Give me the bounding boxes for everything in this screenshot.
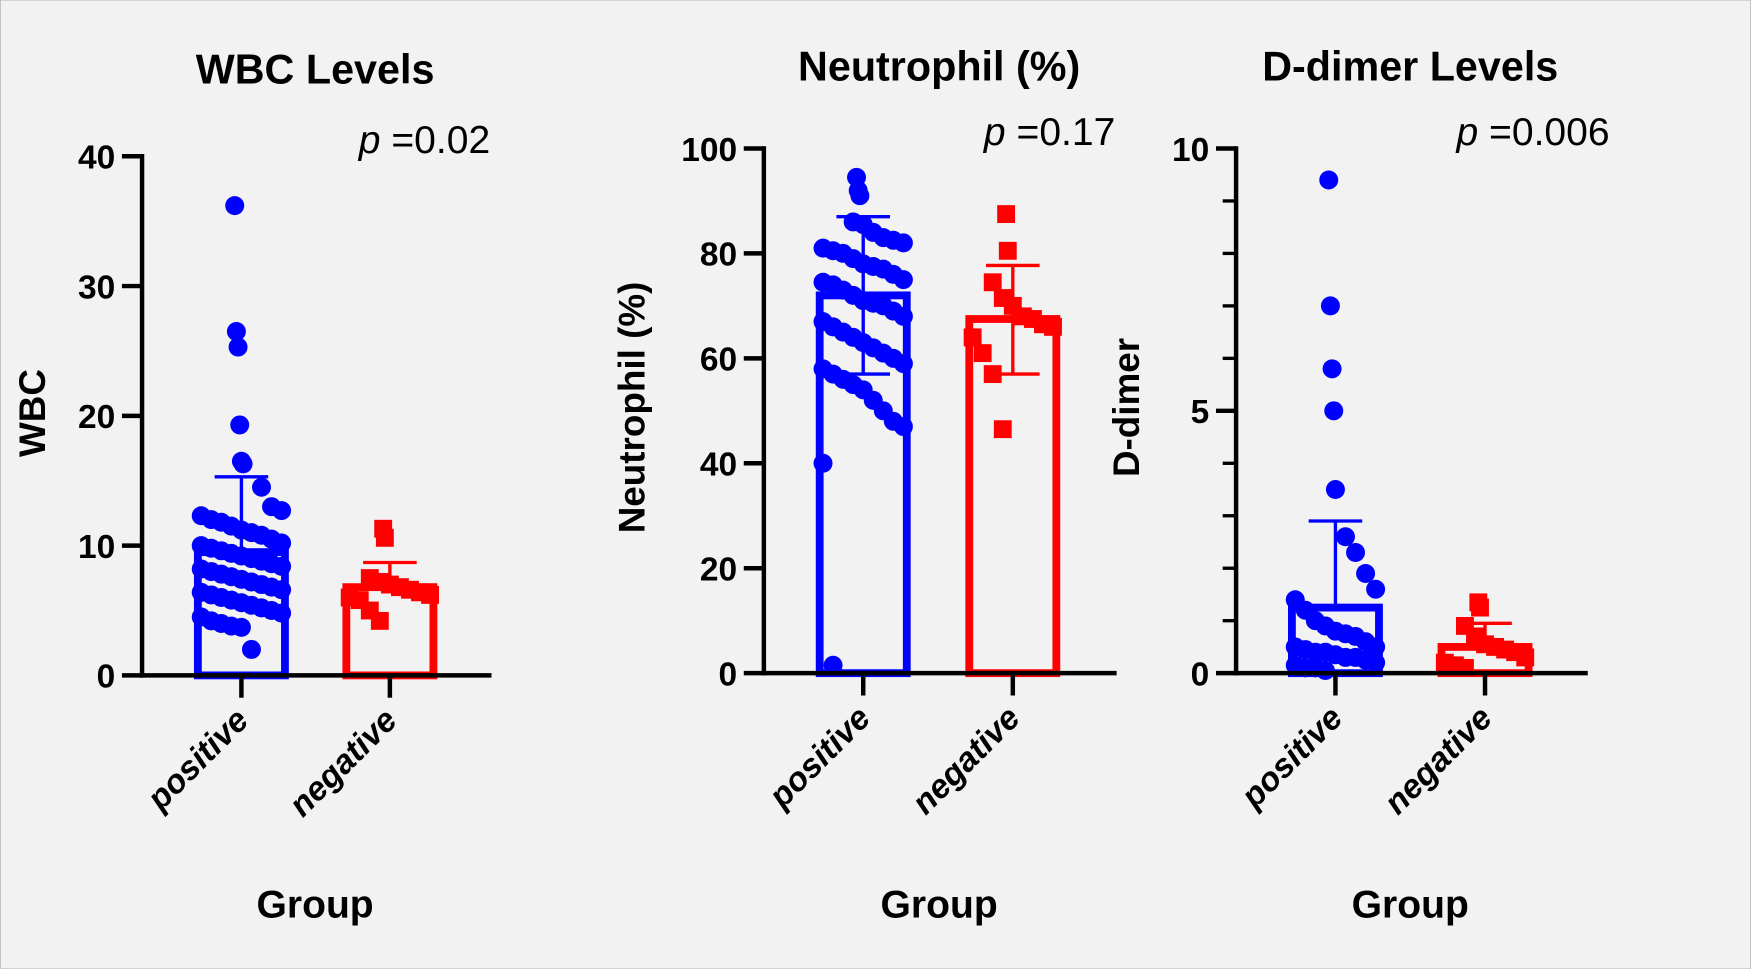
y-tick-label: 0	[718, 656, 737, 693]
p-value-annotation: p =0.17	[983, 111, 1115, 154]
data-point-positive	[1366, 637, 1386, 657]
x-axis-label: Group	[257, 884, 374, 927]
data-point-negative	[983, 273, 1002, 292]
data-point-positive	[231, 617, 251, 637]
p-value: =0.17	[1006, 111, 1116, 154]
data-point-positive	[1320, 296, 1340, 316]
y-tick-label: 40	[78, 140, 115, 177]
y-tick-label: 20	[78, 399, 115, 436]
data-point-positive	[1325, 480, 1345, 500]
data-point-positive	[1319, 170, 1339, 190]
data-point-positive	[225, 196, 245, 216]
p-value: =0.02	[381, 119, 491, 162]
data-point-positive	[272, 603, 292, 623]
chart-title: WBC Levels	[196, 47, 435, 93]
data-point-negative	[993, 420, 1012, 439]
data-point-negative	[370, 611, 389, 630]
data-point-negative	[997, 205, 1016, 223]
data-point-positive	[1315, 661, 1335, 681]
data-point-positive	[1322, 359, 1342, 379]
y-tick-label: 0	[97, 659, 116, 696]
p-symbol: p	[358, 119, 381, 162]
data-point-negative	[963, 328, 982, 347]
y-tick-label: 40	[700, 447, 737, 484]
p-value-annotation: p =0.006	[1455, 111, 1609, 154]
y-tick-label: 10	[1172, 132, 1209, 169]
y-axis-label: Neutrophil (%)	[611, 282, 652, 534]
chart-title: D-dimer Levels	[1262, 43, 1558, 89]
chart-title: Neutrophil (%)	[798, 43, 1080, 89]
data-point-positive	[1335, 527, 1355, 547]
x-axis-label: Group	[881, 884, 998, 927]
y-axis-label: WBC	[12, 369, 53, 457]
data-point-positive	[813, 453, 833, 473]
data-point-positive	[1366, 653, 1386, 673]
data-point-positive	[893, 270, 913, 290]
data-point-negative	[375, 528, 394, 547]
data-point-positive	[893, 417, 913, 437]
data-point-positive	[228, 337, 248, 357]
data-point-negative	[1516, 648, 1535, 667]
data-point-negative	[983, 365, 1002, 384]
p-value: =0.006	[1478, 111, 1609, 154]
y-tick-label: 60	[700, 342, 737, 379]
data-point-negative	[1471, 598, 1489, 617]
p-symbol: p	[983, 111, 1006, 154]
x-axis-label: Group	[1352, 884, 1469, 927]
y-tick-label: 5	[1191, 394, 1210, 431]
data-point-positive	[823, 655, 843, 675]
data-point-positive	[272, 501, 292, 521]
data-point-positive	[272, 533, 292, 553]
data-point-positive	[893, 233, 913, 253]
data-point-positive	[1346, 542, 1366, 562]
data-point-negative	[973, 344, 992, 363]
y-tick-label: 0	[1191, 656, 1210, 693]
data-point-negative	[421, 586, 440, 604]
data-point-positive	[1324, 401, 1344, 421]
data-point-positive	[1366, 579, 1386, 599]
data-point-positive	[252, 477, 271, 497]
data-point-positive	[1356, 563, 1376, 583]
y-tick-label: 100	[681, 132, 737, 169]
y-tick-label: 30	[78, 269, 115, 306]
data-point-positive	[233, 454, 253, 474]
y-tick-label: 10	[78, 529, 115, 566]
data-point-positive	[893, 354, 913, 374]
data-point-positive	[230, 415, 250, 435]
data-point-positive	[226, 321, 246, 341]
p-value-annotation: p =0.02	[358, 119, 490, 162]
data-point-positive	[893, 306, 913, 326]
data-point-negative	[998, 241, 1017, 260]
data-point-positive	[241, 639, 261, 659]
y-axis-label: D-dimer	[1106, 338, 1147, 477]
y-tick-label: 80	[700, 237, 737, 274]
data-point-negative	[1044, 317, 1062, 336]
p-symbol: p	[1455, 111, 1478, 154]
y-tick-label: 20	[700, 552, 737, 589]
data-point-positive	[850, 186, 870, 206]
data-point-positive	[272, 580, 292, 600]
data-point-positive	[272, 556, 292, 576]
